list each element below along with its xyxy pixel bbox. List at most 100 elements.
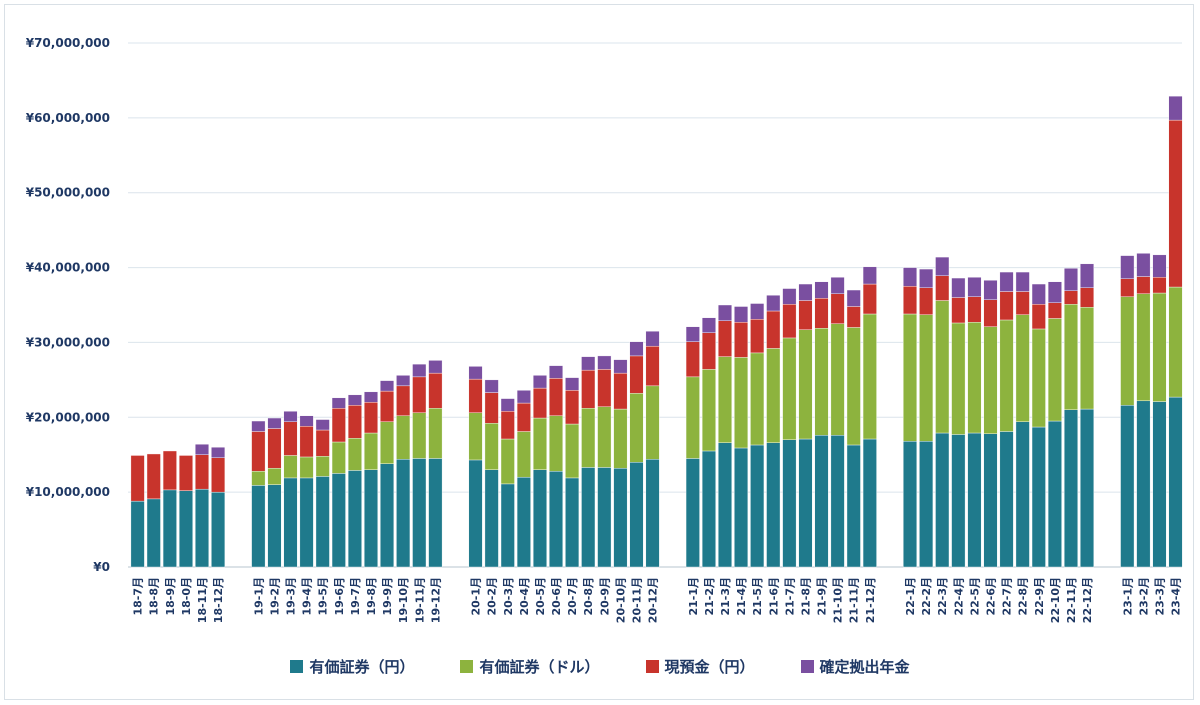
legend-item: 確定拠出年金 <box>800 656 910 677</box>
bar-segment <box>983 433 998 568</box>
x-tick-label: 20-1月 <box>470 577 483 616</box>
x-tick-label: 22-10月 <box>1049 577 1062 623</box>
bar-segment <box>516 476 531 568</box>
bar-segment <box>862 438 877 568</box>
x-tick-label: 20-2月 <box>486 577 499 616</box>
bar-segment <box>750 444 765 568</box>
x-tick-label: 21-4月 <box>735 577 748 616</box>
bar-segment <box>565 423 580 479</box>
bar-segment <box>935 256 950 277</box>
bar-segment <box>516 390 531 404</box>
bar-segment <box>299 456 314 479</box>
bar-segment <box>718 304 732 321</box>
bar-segment <box>1080 408 1095 568</box>
bar-segment <box>315 456 330 477</box>
bar-segment <box>267 467 282 485</box>
x-tick-label: 22-3月 <box>936 577 949 616</box>
bar-segment <box>468 366 483 380</box>
x-tick-label: 19-3月 <box>285 577 298 616</box>
bar-segment <box>935 300 950 434</box>
legend-label: 現預金（円） <box>664 657 755 676</box>
bar-segment <box>412 458 427 568</box>
bar-segment <box>211 457 226 493</box>
bar-segment <box>798 438 813 568</box>
bar-segment <box>999 271 1014 292</box>
bar-segment <box>251 470 266 486</box>
legend-item: 現預金（円） <box>645 656 755 677</box>
x-tick-label: 20-6月 <box>550 577 563 616</box>
bar-segment <box>951 434 966 568</box>
legend-swatch <box>645 659 659 673</box>
bar-segment <box>1064 268 1078 291</box>
bar-segment <box>798 329 813 440</box>
bar-segment <box>1015 421 1030 568</box>
bar-segment <box>500 411 515 440</box>
bar-segment <box>1064 409 1078 568</box>
legend-swatch <box>290 659 304 673</box>
bar-segment <box>251 420 266 432</box>
bar-segment <box>862 266 877 285</box>
bar-segment <box>983 326 998 434</box>
x-tick-label: 19-7月 <box>349 577 362 616</box>
x-tick-label: 18-11月 <box>196 577 209 623</box>
x-tick-label: 19-10月 <box>397 577 410 623</box>
bar-segment <box>685 341 700 378</box>
legend-swatch <box>460 659 474 673</box>
x-tick-label: 23-1月 <box>1121 577 1134 616</box>
bar-segment <box>251 431 266 472</box>
bar-segment <box>428 372 443 409</box>
bar-segment <box>178 455 193 491</box>
bar-segment <box>1015 314 1030 422</box>
bar-segment <box>412 363 427 378</box>
bar-segment <box>814 435 829 568</box>
bar-segment <box>967 322 982 434</box>
bar-segment <box>613 359 628 374</box>
bar-segment <box>846 444 861 568</box>
bar-segment <box>1047 420 1062 568</box>
bar-segment <box>484 392 499 424</box>
bar-segment <box>766 310 781 349</box>
bar-segment <box>919 268 934 288</box>
bar-segment <box>516 402 531 432</box>
bar-segment <box>130 455 145 502</box>
x-tick-label: 23-3月 <box>1153 577 1166 616</box>
legend-item: 有価証券（ドル） <box>460 656 600 677</box>
bar-segment <box>516 431 531 478</box>
bar-segment <box>162 450 177 491</box>
bar-segment <box>331 397 346 409</box>
bar-segment <box>331 473 346 568</box>
bar-segment <box>1080 307 1095 410</box>
bar-segment <box>1152 277 1167 294</box>
x-tick-label: 21-1月 <box>687 577 700 616</box>
bar-segment <box>685 458 700 568</box>
bar-segment <box>951 277 966 298</box>
bar-segment <box>919 314 934 442</box>
bar-segment <box>549 365 563 379</box>
bar-segment <box>903 313 918 442</box>
x-tick-label: 22-6月 <box>985 577 998 616</box>
bar-segment <box>315 476 330 568</box>
bar-segment <box>613 372 628 410</box>
bar-segment <box>380 380 395 392</box>
bar-segment <box>862 313 877 440</box>
bar-segment <box>468 459 483 568</box>
bar-segment <box>251 485 266 568</box>
bar-segment <box>750 319 765 354</box>
bar-segment <box>782 337 797 440</box>
x-tick-label: 21-6月 <box>767 577 780 616</box>
bar-segment <box>1120 405 1135 568</box>
x-tick-label: 18-12月 <box>212 577 225 623</box>
bar-segment <box>701 332 716 370</box>
bar-segment <box>830 435 845 568</box>
bar-segment <box>629 393 644 463</box>
bar-segment <box>130 500 145 568</box>
bar-segment <box>1047 318 1062 422</box>
bar-segment <box>782 439 797 568</box>
bar-segment <box>195 454 209 490</box>
x-tick-label: 21-10月 <box>832 577 845 623</box>
bar-segment <box>283 455 298 479</box>
bar-segment <box>1136 400 1151 568</box>
bar-segment <box>581 369 596 409</box>
bar-segment <box>428 458 443 568</box>
